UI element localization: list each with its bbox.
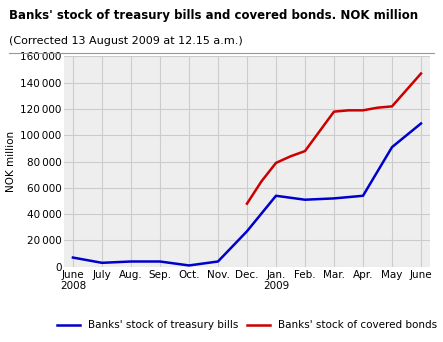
Banks' stock of covered bonds (259, 179, 264, 183)
Banks' stock of treasury bills (215, 260, 221, 264)
Banks' stock of covered bonds (389, 104, 395, 108)
Banks' stock of treasury bills (244, 229, 249, 233)
Line: Banks' stock of covered bonds: Banks' stock of covered bonds (247, 74, 421, 204)
Banks' stock of covered bonds (360, 108, 365, 113)
Banks' stock of treasury bills (360, 194, 365, 198)
Text: Banks' stock of treasury bills and covered bonds. NOK million: Banks' stock of treasury bills and cover… (9, 9, 418, 22)
Banks' stock of treasury bills (157, 260, 163, 264)
Banks' stock of treasury bills (99, 261, 105, 265)
Y-axis label: NOK million: NOK million (6, 131, 16, 192)
Banks' stock of covered bonds (273, 161, 279, 165)
Legend: Banks' stock of treasury bills, Banks' stock of covered bonds: Banks' stock of treasury bills, Banks' s… (53, 316, 441, 334)
Banks' stock of treasury bills (418, 121, 424, 126)
Banks' stock of covered bonds (244, 202, 249, 206)
Banks' stock of covered bonds (418, 71, 424, 76)
Banks' stock of covered bonds (375, 106, 380, 110)
Banks' stock of treasury bills (302, 198, 307, 202)
Banks' stock of covered bonds (302, 149, 307, 153)
Banks' stock of treasury bills (389, 145, 395, 149)
Text: (Corrected 13 August 2009 at 12.15 a.m.): (Corrected 13 August 2009 at 12.15 a.m.) (9, 36, 243, 46)
Banks' stock of covered bonds (331, 109, 337, 114)
Banks' stock of treasury bills (128, 260, 134, 264)
Line: Banks' stock of treasury bills: Banks' stock of treasury bills (73, 123, 421, 265)
Banks' stock of treasury bills (273, 194, 279, 198)
Banks' stock of treasury bills (331, 196, 337, 200)
Banks' stock of covered bonds (288, 154, 293, 158)
Banks' stock of covered bonds (346, 108, 351, 113)
Banks' stock of treasury bills (70, 255, 76, 260)
Banks' stock of treasury bills (187, 263, 192, 267)
